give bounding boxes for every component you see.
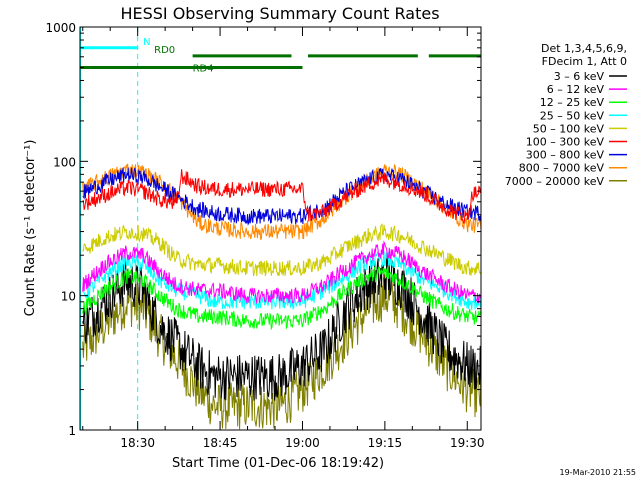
series-line-2: [82, 266, 481, 331]
legend-label-1: 6 – 12 keV: [547, 83, 605, 96]
legend-header-0: Det 1,3,4,5,6,9,: [541, 42, 627, 55]
chart-title: HESSI Observing Summary Count Rates: [120, 4, 439, 23]
flag-label-0: N: [143, 37, 150, 48]
x-tick-label-0: 18:30: [120, 436, 155, 450]
footer-timestamp: 19-Mar-2010 21:55: [560, 468, 637, 477]
legend-header-1: FDecim 1, Att 0: [542, 55, 627, 68]
series-line-4: [82, 223, 481, 277]
series-line-3: [82, 250, 481, 311]
y-tick-label-2: 100: [53, 155, 76, 169]
x-axis-label: Start Time (01-Dec-06 18:19:42): [172, 456, 384, 471]
legend: Det 1,3,4,5,6,9,FDecim 1, Att 0 3 – 6 keV…: [505, 42, 627, 188]
legend-label-4: 50 – 100 keV: [533, 122, 605, 135]
flag-label-1: RD0: [154, 45, 175, 56]
series-line-8: [82, 273, 481, 430]
legend-label-6: 300 – 800 keV: [526, 149, 605, 162]
plot-area: NRD0RD4S: [80, 27, 481, 430]
series-line-6: [82, 167, 481, 226]
legend-label-8: 7000 – 20000 keV: [505, 175, 605, 188]
y-tick-label-1: 10: [61, 290, 76, 304]
legend-label-7: 800 – 7000 keV: [519, 162, 605, 175]
x-tick-label-1: 18:45: [203, 436, 238, 450]
series-line-5: [82, 169, 481, 224]
legend-label-0: 3 – 6 keV: [554, 70, 605, 83]
legend-label-2: 12 – 25 keV: [540, 96, 605, 109]
plot-frame: [79, 26, 482, 431]
axis-ticks: 1 10 100 1000 18:30 18:45 19:00 19:15 19:30: [45, 21, 484, 450]
flag-label-2: RD4: [193, 63, 214, 74]
x-tick-label-3: 19:15: [368, 436, 403, 450]
y-axis-label: Count Rate (s⁻¹ detector⁻¹): [23, 140, 38, 317]
legend-label-3: 25 – 50 keV: [540, 109, 605, 122]
x-tick-label-2: 19:00: [285, 436, 320, 450]
legend-label-5: 100 – 300 keV: [526, 136, 605, 149]
y-tick-label-0: 1: [68, 424, 76, 438]
x-tick-label-4: 19:30: [450, 436, 485, 450]
series-line-1: [82, 240, 481, 304]
series-line-0: [82, 256, 481, 401]
y-tick-label-3: 1000: [45, 21, 76, 35]
